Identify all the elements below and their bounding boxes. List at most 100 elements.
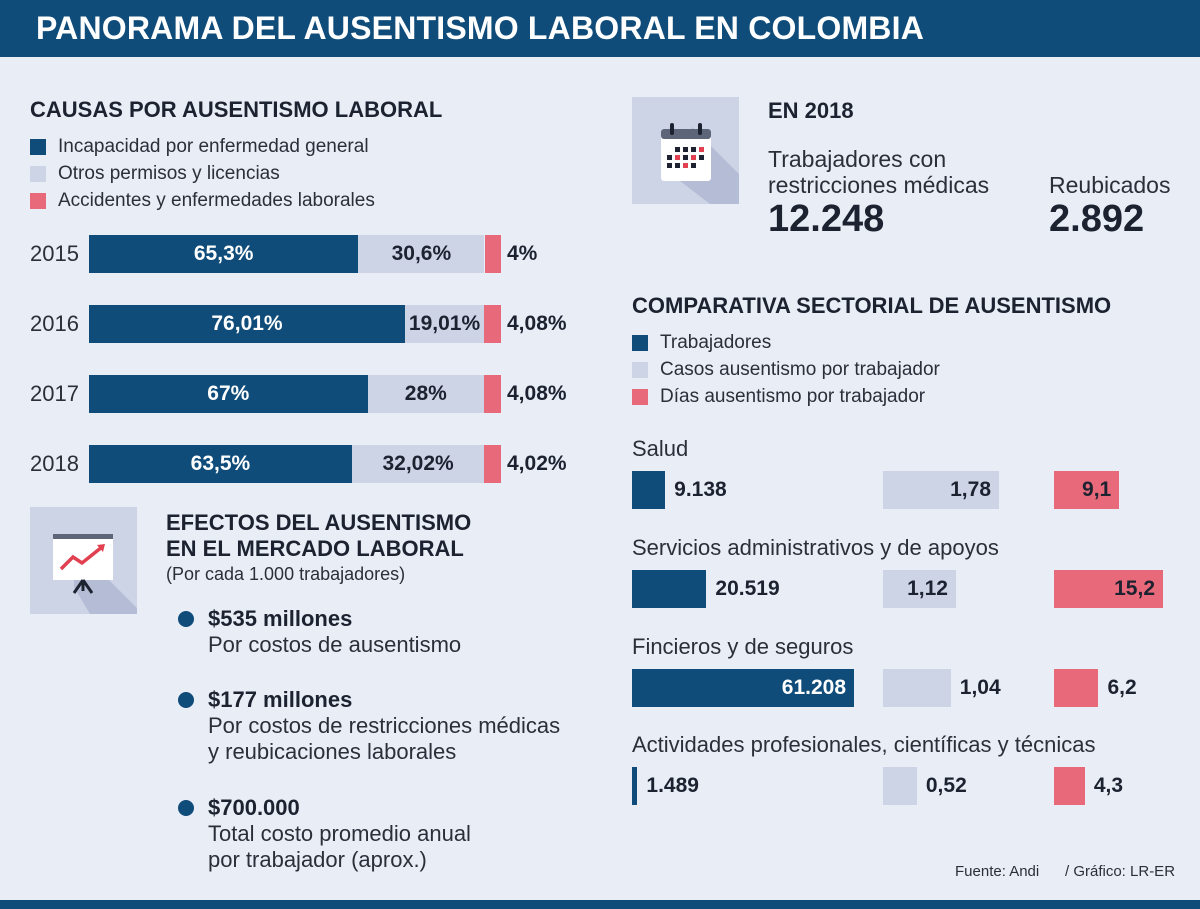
efectos-value: $535 millones xyxy=(208,606,353,631)
en2018-heading: EN 2018 xyxy=(768,98,854,123)
legend-item-dias: Días ausentismo por trabajador xyxy=(632,383,940,410)
year-label: 2015 xyxy=(30,241,79,266)
legend-item-incapacidad: Incapacidad por enfermedad general xyxy=(30,133,375,160)
year-label: 2017 xyxy=(30,381,79,406)
causas-heading: CAUSAS POR AUSENTISMO LABORAL xyxy=(30,97,443,122)
data-label-casos: 0,52 xyxy=(925,774,967,797)
legend-item-casos: Casos ausentismo por trabajador xyxy=(632,356,940,383)
legend-label: Accidentes y enfermedades laborales xyxy=(58,189,375,211)
bar-row: 76,01% 19,01% 4,08% xyxy=(89,305,649,343)
source-text: Fuente: Andi xyxy=(955,863,1040,880)
bullet-icon xyxy=(178,692,194,708)
efectos-heading-line1: EFECTOS DEL AUSENTISMO xyxy=(166,510,472,535)
bar-trabajadores xyxy=(632,669,854,707)
data-label-dias: 15,2 xyxy=(1114,577,1155,600)
efectos-desc: y reubicaciones laborales xyxy=(208,739,457,764)
legend-swatch xyxy=(30,138,46,155)
causas-chart: 2015 65,3% 30,6% 4% 2016 76,01% 19,01% 4,08% 201… xyxy=(0,0,600,500)
bar-trabajadores xyxy=(632,767,638,805)
stat1-label-line2: restricciones médicas xyxy=(768,172,990,198)
bullet-icon xyxy=(178,800,194,816)
bar-segment-otros: 19,01% xyxy=(405,305,485,343)
legend-label: Trabajadores xyxy=(660,331,772,353)
bar-dias xyxy=(1054,767,1085,805)
bar-segment-otros: 30,6% xyxy=(358,235,485,273)
bar-segment-accidentes xyxy=(484,375,501,413)
bar-dias xyxy=(1054,570,1163,608)
page-title: PANORAMA DEL AUSENTISMO LABORAL EN COLOM… xyxy=(36,10,925,46)
legend-item-accidentes: Accidentes y enfermedades laborales xyxy=(30,187,375,214)
causas-legend: Incapacidad por enfermedad general Otros… xyxy=(30,133,375,214)
efectos-desc: por trabajador (aprox.) xyxy=(208,847,427,872)
stat2-label: Reubicados xyxy=(1049,172,1171,198)
bar-segment-otros: 32,02% xyxy=(351,445,485,483)
legend-swatch xyxy=(632,361,648,378)
bar-segment-incapacidad: 63,5% xyxy=(89,445,352,483)
year-label: 2016 xyxy=(30,311,79,336)
stat1-label-line1: Trabajadores con xyxy=(768,146,947,172)
data-label-accidentes: 4,08% xyxy=(507,312,567,335)
efectos-value: $700.000 xyxy=(208,795,300,820)
efectos-item: $535 millones Por costos de ausentismo xyxy=(178,606,461,658)
data-label-trabajadores: 20.519 xyxy=(715,577,780,600)
data-label-dias: 4,3 xyxy=(1093,774,1124,797)
sector-label: Fincieros y de seguros xyxy=(632,634,854,659)
legend-swatch xyxy=(632,334,648,351)
bar-segment-incapacidad: 76,01% xyxy=(89,305,405,343)
bar-casos xyxy=(883,570,956,608)
bar-trabajadores xyxy=(632,570,707,608)
bar-segment-accidentes xyxy=(484,305,501,343)
efectos-value: $177 millones xyxy=(208,687,353,712)
sector-label: Salud xyxy=(632,436,689,461)
stat1-label: Trabajadores con restricciones médicas xyxy=(768,146,989,198)
data-label-dias: 9,1 xyxy=(1082,478,1112,501)
data-label-accidentes: 4% xyxy=(507,242,538,265)
bar-segment-accidentes xyxy=(484,445,501,483)
data-label-trabajadores: 61.208 xyxy=(781,676,846,699)
sector-label: Actividades profesionales, científicas y… xyxy=(632,732,1096,757)
title-tab xyxy=(0,0,912,57)
presentation-chart-icon xyxy=(30,507,137,614)
data-label-trabajadores: 1.489 xyxy=(646,774,699,797)
credit-text: / Gráfico: LR-ER xyxy=(1065,863,1176,880)
data-label-accidentes: 4,08% xyxy=(507,382,567,405)
bar-dias xyxy=(1054,669,1099,707)
bullet-icon xyxy=(178,611,194,627)
legend-label: Incapacidad por enfermedad general xyxy=(58,135,369,157)
bar-row: 63,5% 32,02% 4,02% xyxy=(89,445,649,483)
data-label-casos: 1,04 xyxy=(959,676,1001,699)
bar-row: 67% 28% 4,08% xyxy=(89,375,649,413)
efectos-desc: Por costos de restricciones médicas xyxy=(208,713,561,738)
bar-segment-accidentes xyxy=(484,235,501,273)
legend-item-otros-permisos: Otros permisos y licencias xyxy=(30,160,375,187)
data-label-trabajadores: 9.138 xyxy=(674,478,727,501)
data-label-dias: 6,2 xyxy=(1107,676,1137,699)
efectos-subheading: (Por cada 1.000 trabajadores) xyxy=(166,564,406,584)
sector-label: Servicios administrativos y de apoyos xyxy=(632,535,999,560)
year-label: 2018 xyxy=(30,451,79,476)
bar-row: 65,3% 30,6% 4% xyxy=(89,235,649,273)
efectos-item: $700.000 Total costo promedio anual por … xyxy=(178,795,471,873)
bar-casos xyxy=(883,669,951,707)
bar-casos xyxy=(883,471,999,509)
legend-swatch xyxy=(30,165,46,182)
legend-label: Casos ausentismo por trabajador xyxy=(660,358,940,380)
legend-label: Días ausentismo por trabajador xyxy=(660,385,926,407)
bar-dias xyxy=(1054,471,1120,509)
efectos-heading: EFECTOS DEL AUSENTISMO EN EL MERCADO LAB… xyxy=(166,510,471,562)
bar-segment-incapacidad: 67% xyxy=(89,375,368,413)
sectorial-legend: Trabajadores Casos ausentismo por trabaj… xyxy=(632,329,940,410)
bar-segment-incapacidad: 65,3% xyxy=(89,235,359,273)
legend-label: Otros permisos y licencias xyxy=(58,162,280,184)
data-label-accidentes: 4,02% xyxy=(507,452,567,475)
bottom-rule xyxy=(0,900,1200,909)
data-label-casos: 1,78 xyxy=(950,478,991,501)
legend-item-trabajadores: Trabajadores xyxy=(632,329,940,356)
efectos-desc: Por costos de ausentismo xyxy=(208,632,462,657)
bar-casos xyxy=(883,767,917,805)
efectos-item: $177 millones Por costos de restriccione… xyxy=(178,687,560,765)
legend-swatch xyxy=(632,388,648,405)
data-label-casos: 1,12 xyxy=(907,577,948,600)
stat2-value: 2.892 xyxy=(1049,198,1145,240)
